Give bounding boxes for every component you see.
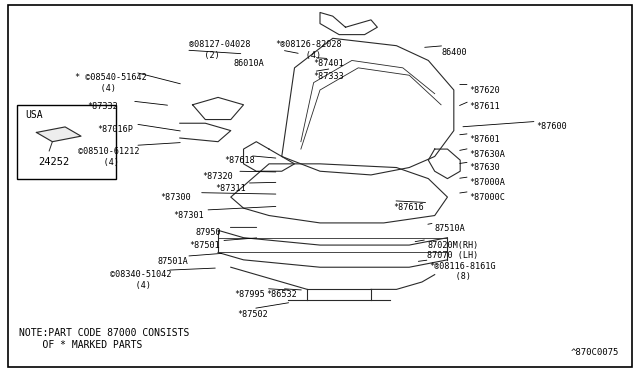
- Text: NOTE:PART CODE 87000 CONSISTS
    OF * MARKED PARTS: NOTE:PART CODE 87000 CONSISTS OF * MARKE…: [19, 328, 189, 350]
- Text: *87332: *87332: [88, 102, 118, 111]
- Text: *87000A: *87000A: [470, 178, 506, 187]
- Text: ©08510-61212
     (4): ©08510-61212 (4): [78, 147, 140, 167]
- Text: *87501: *87501: [189, 241, 220, 250]
- Text: *87502: *87502: [237, 310, 268, 319]
- Text: 87501A: 87501A: [157, 257, 188, 266]
- Text: * ©08540-51642
     (4): * ©08540-51642 (4): [75, 73, 147, 93]
- Text: *86532: *86532: [266, 290, 296, 299]
- Text: *87300: *87300: [161, 193, 191, 202]
- Polygon shape: [36, 127, 81, 142]
- Text: *87301: *87301: [173, 211, 204, 220]
- Text: *87600: *87600: [537, 122, 568, 131]
- Text: *87616: *87616: [394, 203, 424, 212]
- Text: ®08127-04028
   (2): ®08127-04028 (2): [189, 40, 251, 60]
- Text: ^870C0075: ^870C0075: [571, 347, 620, 357]
- Text: 24252: 24252: [38, 157, 70, 167]
- Text: *87620: *87620: [470, 86, 500, 94]
- Text: *87333: *87333: [314, 72, 344, 81]
- Text: *87016P: *87016P: [97, 125, 133, 134]
- Text: *87630: *87630: [470, 163, 500, 172]
- Text: USA: USA: [26, 110, 44, 120]
- Text: *87618: *87618: [225, 156, 255, 165]
- Text: 86010A: 86010A: [234, 59, 265, 68]
- Bar: [17, 105, 116, 179]
- Text: *87601: *87601: [470, 135, 500, 144]
- Text: ©08340-51042
     (4): ©08340-51042 (4): [109, 270, 172, 289]
- Text: 87510A: 87510A: [435, 224, 465, 232]
- Text: *87630A: *87630A: [470, 150, 506, 159]
- Text: *®08116-8161G
     (8): *®08116-8161G (8): [429, 262, 496, 281]
- Text: *87000C: *87000C: [470, 193, 506, 202]
- Text: *87320: *87320: [202, 172, 233, 181]
- Text: 86400: 86400: [441, 48, 467, 57]
- Text: *87995: *87995: [234, 290, 265, 299]
- Text: *87611: *87611: [470, 102, 500, 111]
- Text: *87401: *87401: [314, 59, 344, 68]
- Text: *®08126-82028
      (4): *®08126-82028 (4): [275, 40, 342, 60]
- Text: 87950: 87950: [196, 228, 221, 237]
- Text: *87311: *87311: [215, 184, 246, 193]
- Text: 87020M(RH)
87070 (LH): 87020M(RH) 87070 (LH): [427, 241, 478, 260]
